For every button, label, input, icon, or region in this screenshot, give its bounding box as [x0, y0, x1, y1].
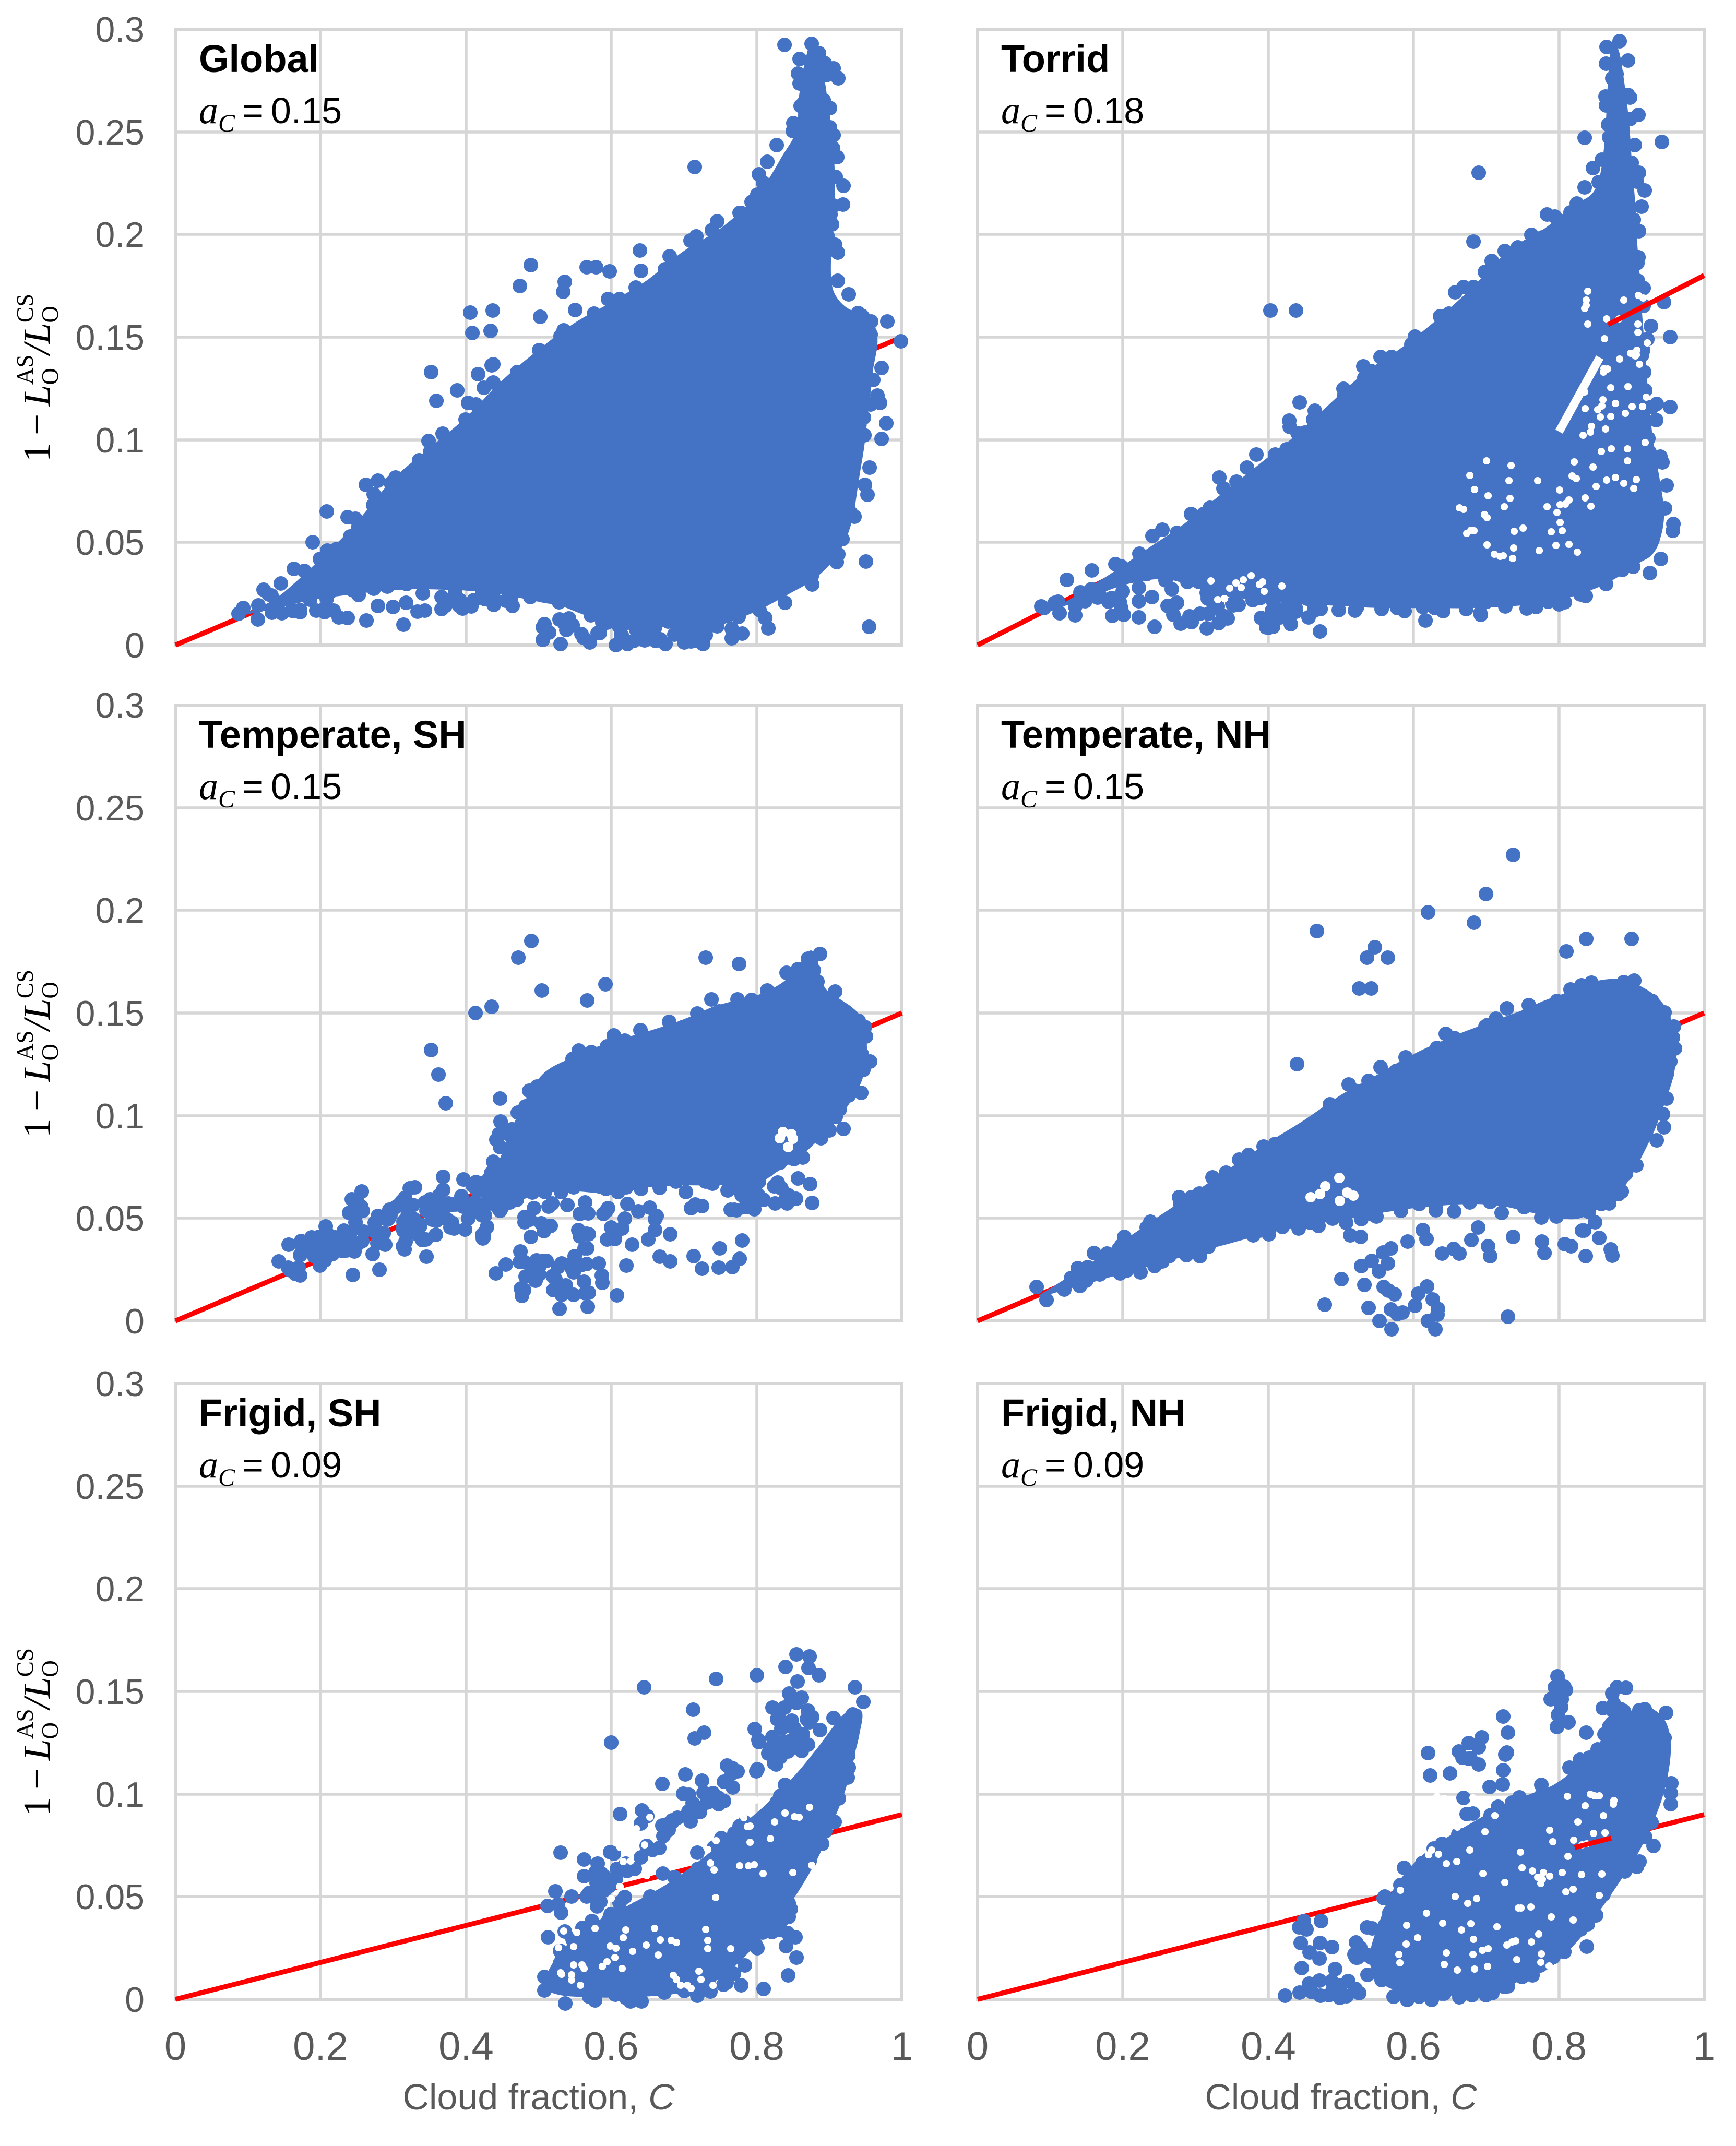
svg-text:0.2: 0.2: [293, 2024, 348, 2069]
svg-text:0.6: 0.6: [1386, 2024, 1441, 2069]
svg-text:0.1: 0.1: [95, 1775, 145, 1815]
svg-text:Frigid, NH: Frigid, NH: [1001, 1391, 1186, 1435]
svg-text:0.15: 0.15: [76, 318, 145, 357]
svg-text:0: 0: [125, 1980, 145, 2020]
svg-text:1: 1: [1693, 2024, 1715, 2069]
svg-text:0: 0: [125, 1302, 145, 1341]
svg-text:0.25: 0.25: [76, 789, 145, 828]
svg-text:0.05: 0.05: [76, 1199, 145, 1238]
svg-text:0.4: 0.4: [438, 2024, 494, 2069]
svg-text:Global: Global: [199, 37, 319, 80]
svg-text:0.8: 0.8: [729, 2024, 784, 2069]
svg-text:0.15: 0.15: [76, 994, 145, 1033]
svg-text:Frigid, SH: Frigid, SH: [199, 1391, 381, 1435]
svg-text:0.05: 0.05: [76, 1877, 145, 1917]
svg-text:aC = 0.18: aC = 0.18: [1001, 89, 1144, 137]
svg-text:1 − LOAS/LOCS: 1 − LOAS/LOCS: [12, 294, 63, 462]
svg-text:aC = 0.09: aC = 0.09: [199, 1444, 342, 1492]
svg-text:Cloud fraction, C: Cloud fraction, C: [402, 2077, 675, 2117]
svg-text:0.3: 0.3: [95, 686, 145, 725]
svg-text:0.05: 0.05: [76, 523, 145, 563]
svg-text:1 − LOAS/LOCS: 1 − LOAS/LOCS: [12, 1648, 63, 1816]
svg-text:aC = 0.15: aC = 0.15: [1001, 765, 1144, 813]
svg-text:0.8: 0.8: [1531, 2024, 1587, 2069]
svg-text:0.25: 0.25: [76, 1467, 145, 1507]
svg-text:0.4: 0.4: [1241, 2024, 1296, 2069]
svg-text:1 − LOAS/LOCS: 1 − LOAS/LOCS: [12, 970, 63, 1138]
svg-text:0.1: 0.1: [95, 1096, 145, 1136]
svg-text:aC = 0.15: aC = 0.15: [199, 765, 342, 813]
svg-text:0.2: 0.2: [95, 215, 145, 255]
svg-text:0.15: 0.15: [76, 1672, 145, 1712]
svg-text:1: 1: [891, 2024, 913, 2069]
svg-text:Temperate, SH: Temperate, SH: [199, 713, 467, 756]
svg-text:0.6: 0.6: [584, 2024, 639, 2069]
svg-text:aC = 0.09: aC = 0.09: [1001, 1444, 1144, 1492]
svg-text:0.1: 0.1: [95, 421, 145, 460]
svg-text:0.2: 0.2: [1095, 2024, 1150, 2069]
svg-text:0.2: 0.2: [95, 1569, 145, 1609]
svg-text:0: 0: [164, 2024, 186, 2069]
svg-text:0: 0: [125, 626, 145, 665]
svg-text:0.3: 0.3: [95, 1364, 145, 1404]
svg-text:Temperate, NH: Temperate, NH: [1001, 713, 1271, 756]
svg-text:0: 0: [967, 2024, 989, 2069]
svg-text:0.3: 0.3: [95, 10, 145, 50]
svg-text:aC = 0.15: aC = 0.15: [199, 89, 342, 137]
svg-text:0.2: 0.2: [95, 891, 145, 931]
svg-text:0.25: 0.25: [76, 113, 145, 152]
svg-text:Cloud fraction, C: Cloud fraction, C: [1205, 2077, 1477, 2117]
svg-text:Torrid: Torrid: [1001, 37, 1110, 80]
